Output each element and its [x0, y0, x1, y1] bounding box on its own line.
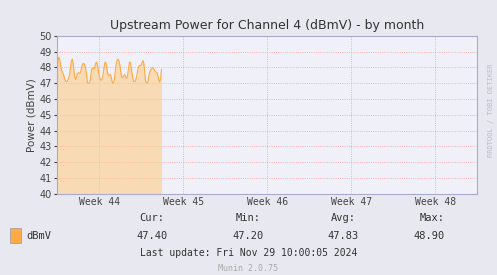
Text: 47.20: 47.20: [233, 231, 264, 241]
Text: RRDTOOL / TOBI OETIKER: RRDTOOL / TOBI OETIKER: [488, 63, 494, 157]
Y-axis label: Power (dBmV): Power (dBmV): [26, 78, 36, 152]
Title: Upstream Power for Channel 4 (dBmV) - by month: Upstream Power for Channel 4 (dBmV) - by…: [110, 19, 424, 32]
Text: Max:: Max:: [420, 213, 445, 223]
Text: dBmV: dBmV: [27, 231, 52, 241]
Text: 48.90: 48.90: [414, 231, 445, 241]
Text: Cur:: Cur:: [139, 213, 164, 223]
Text: 47.40: 47.40: [136, 231, 167, 241]
Text: Min:: Min:: [236, 213, 261, 223]
Text: 47.83: 47.83: [328, 231, 358, 241]
Text: Avg:: Avg:: [331, 213, 355, 223]
Text: Munin 2.0.75: Munin 2.0.75: [219, 264, 278, 273]
Text: Last update: Fri Nov 29 10:00:05 2024: Last update: Fri Nov 29 10:00:05 2024: [140, 248, 357, 258]
